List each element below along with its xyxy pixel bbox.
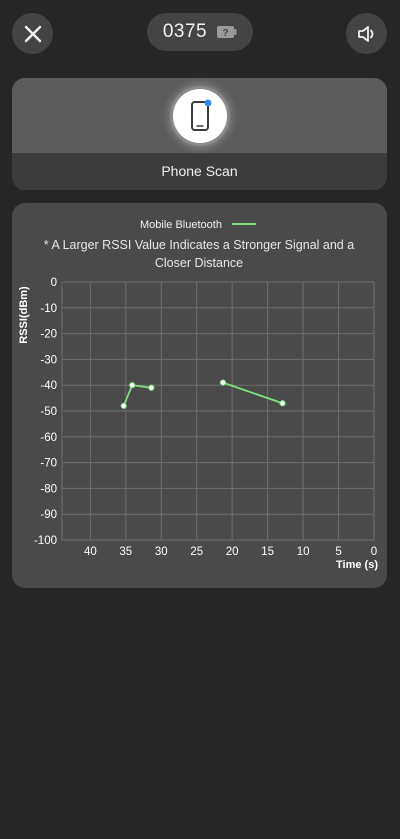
close-button[interactable] [12, 13, 53, 54]
y-tick-label: -90 [40, 509, 57, 521]
y-tick-label: -30 [40, 354, 57, 366]
y-tick-label: -50 [40, 406, 57, 418]
x-tick-label: 25 [190, 546, 203, 558]
speaker-icon [357, 25, 373, 42]
chart-series [120, 379, 286, 409]
close-icon [24, 25, 41, 42]
phone-scan-icon-ring [172, 88, 227, 143]
x-tick-label: 35 [119, 546, 132, 558]
device-code-pill: 0375 ? [147, 13, 253, 51]
y-tick-label: 0 [51, 277, 57, 289]
data-point [129, 382, 136, 389]
y-axis-label: RSSI(dBm) [18, 286, 30, 344]
legend-label: Mobile Bluetooth [140, 219, 222, 231]
x-tick-label: 20 [226, 546, 239, 558]
chart-note-line1: * A Larger RSSI Value Indicates a Strong… [44, 238, 354, 252]
y-tick-label: -70 [40, 458, 57, 470]
phone-scan-icon-area [12, 78, 387, 153]
chart-note-line2: Closer Distance [155, 256, 243, 270]
x-axis-ticks: 40 35 30 25 20 15 10 5 0 [84, 546, 377, 558]
y-tick-label: -100 [34, 535, 57, 547]
data-point [219, 379, 227, 386]
x-tick-label: 30 [155, 546, 168, 558]
battery-unknown-badge: ? [223, 28, 229, 39]
y-tick-label: -80 [40, 483, 57, 495]
phone-scan-card[interactable]: Phone Scan [12, 78, 387, 190]
x-tick-label: 5 [335, 546, 341, 558]
y-tick-label: -10 [40, 303, 57, 315]
phone-scan-label: Phone Scan [161, 163, 238, 179]
x-tick-label: 40 [84, 546, 97, 558]
x-tick-label: 15 [261, 546, 274, 558]
y-axis-ticks: 0 -10 -20 -30 -40 -50 -60 -70 -80 -90 -100 [34, 277, 57, 547]
x-tick-label: 0 [371, 546, 377, 558]
series-line [122, 384, 152, 407]
data-point [120, 402, 127, 409]
x-tick-label: 10 [297, 546, 310, 558]
x-axis-label: Time (s) [336, 559, 378, 571]
sound-button[interactable] [346, 13, 387, 54]
data-point [279, 400, 286, 407]
phone-icon [190, 99, 211, 131]
y-tick-label: -40 [40, 380, 57, 392]
device-code: 0375 [162, 21, 208, 42]
y-tick-label: -60 [40, 432, 57, 444]
battery-icon: ? [217, 26, 237, 39]
rssi-chart-card: Mobile Bluetooth * A Larger RSSI Value I… [12, 203, 387, 588]
y-tick-label: -20 [40, 329, 57, 341]
chart-grid [61, 281, 375, 541]
data-point [148, 384, 155, 391]
series-line [222, 381, 283, 405]
rssi-chart: Mobile Bluetooth * A Larger RSSI Value I… [18, 219, 378, 571]
